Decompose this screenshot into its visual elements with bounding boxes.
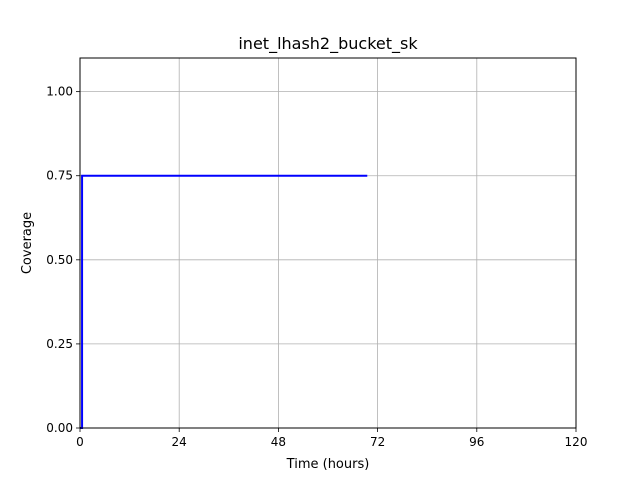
x-tick-label: 120 xyxy=(565,435,588,449)
y-axis-label: Coverage xyxy=(20,212,35,274)
y-tick-label: 0.25 xyxy=(46,337,73,351)
x-tick-label: 48 xyxy=(271,435,286,449)
plot-area xyxy=(80,58,576,428)
chart-title: inet_lhash2_bucket_sk xyxy=(238,34,418,54)
y-tick-label: 0.75 xyxy=(46,169,73,183)
x-axis-ticks: 0 24 48 72 96 120 xyxy=(76,428,587,449)
x-tick-label: 72 xyxy=(370,435,385,449)
x-tick-label: 24 xyxy=(172,435,187,449)
plot-frame xyxy=(79,57,577,429)
y-axis-ticks: 0.00 0.25 0.50 0.75 1.00 xyxy=(46,85,80,435)
y-tick-label: 1.00 xyxy=(46,85,73,99)
x-tick-label: 0 xyxy=(76,435,84,449)
x-tick-label: 96 xyxy=(469,435,484,449)
y-tick-label: 0.00 xyxy=(46,421,73,435)
x-axis-label: Time (hours) xyxy=(286,457,370,472)
y-tick-label: 0.50 xyxy=(46,253,73,267)
